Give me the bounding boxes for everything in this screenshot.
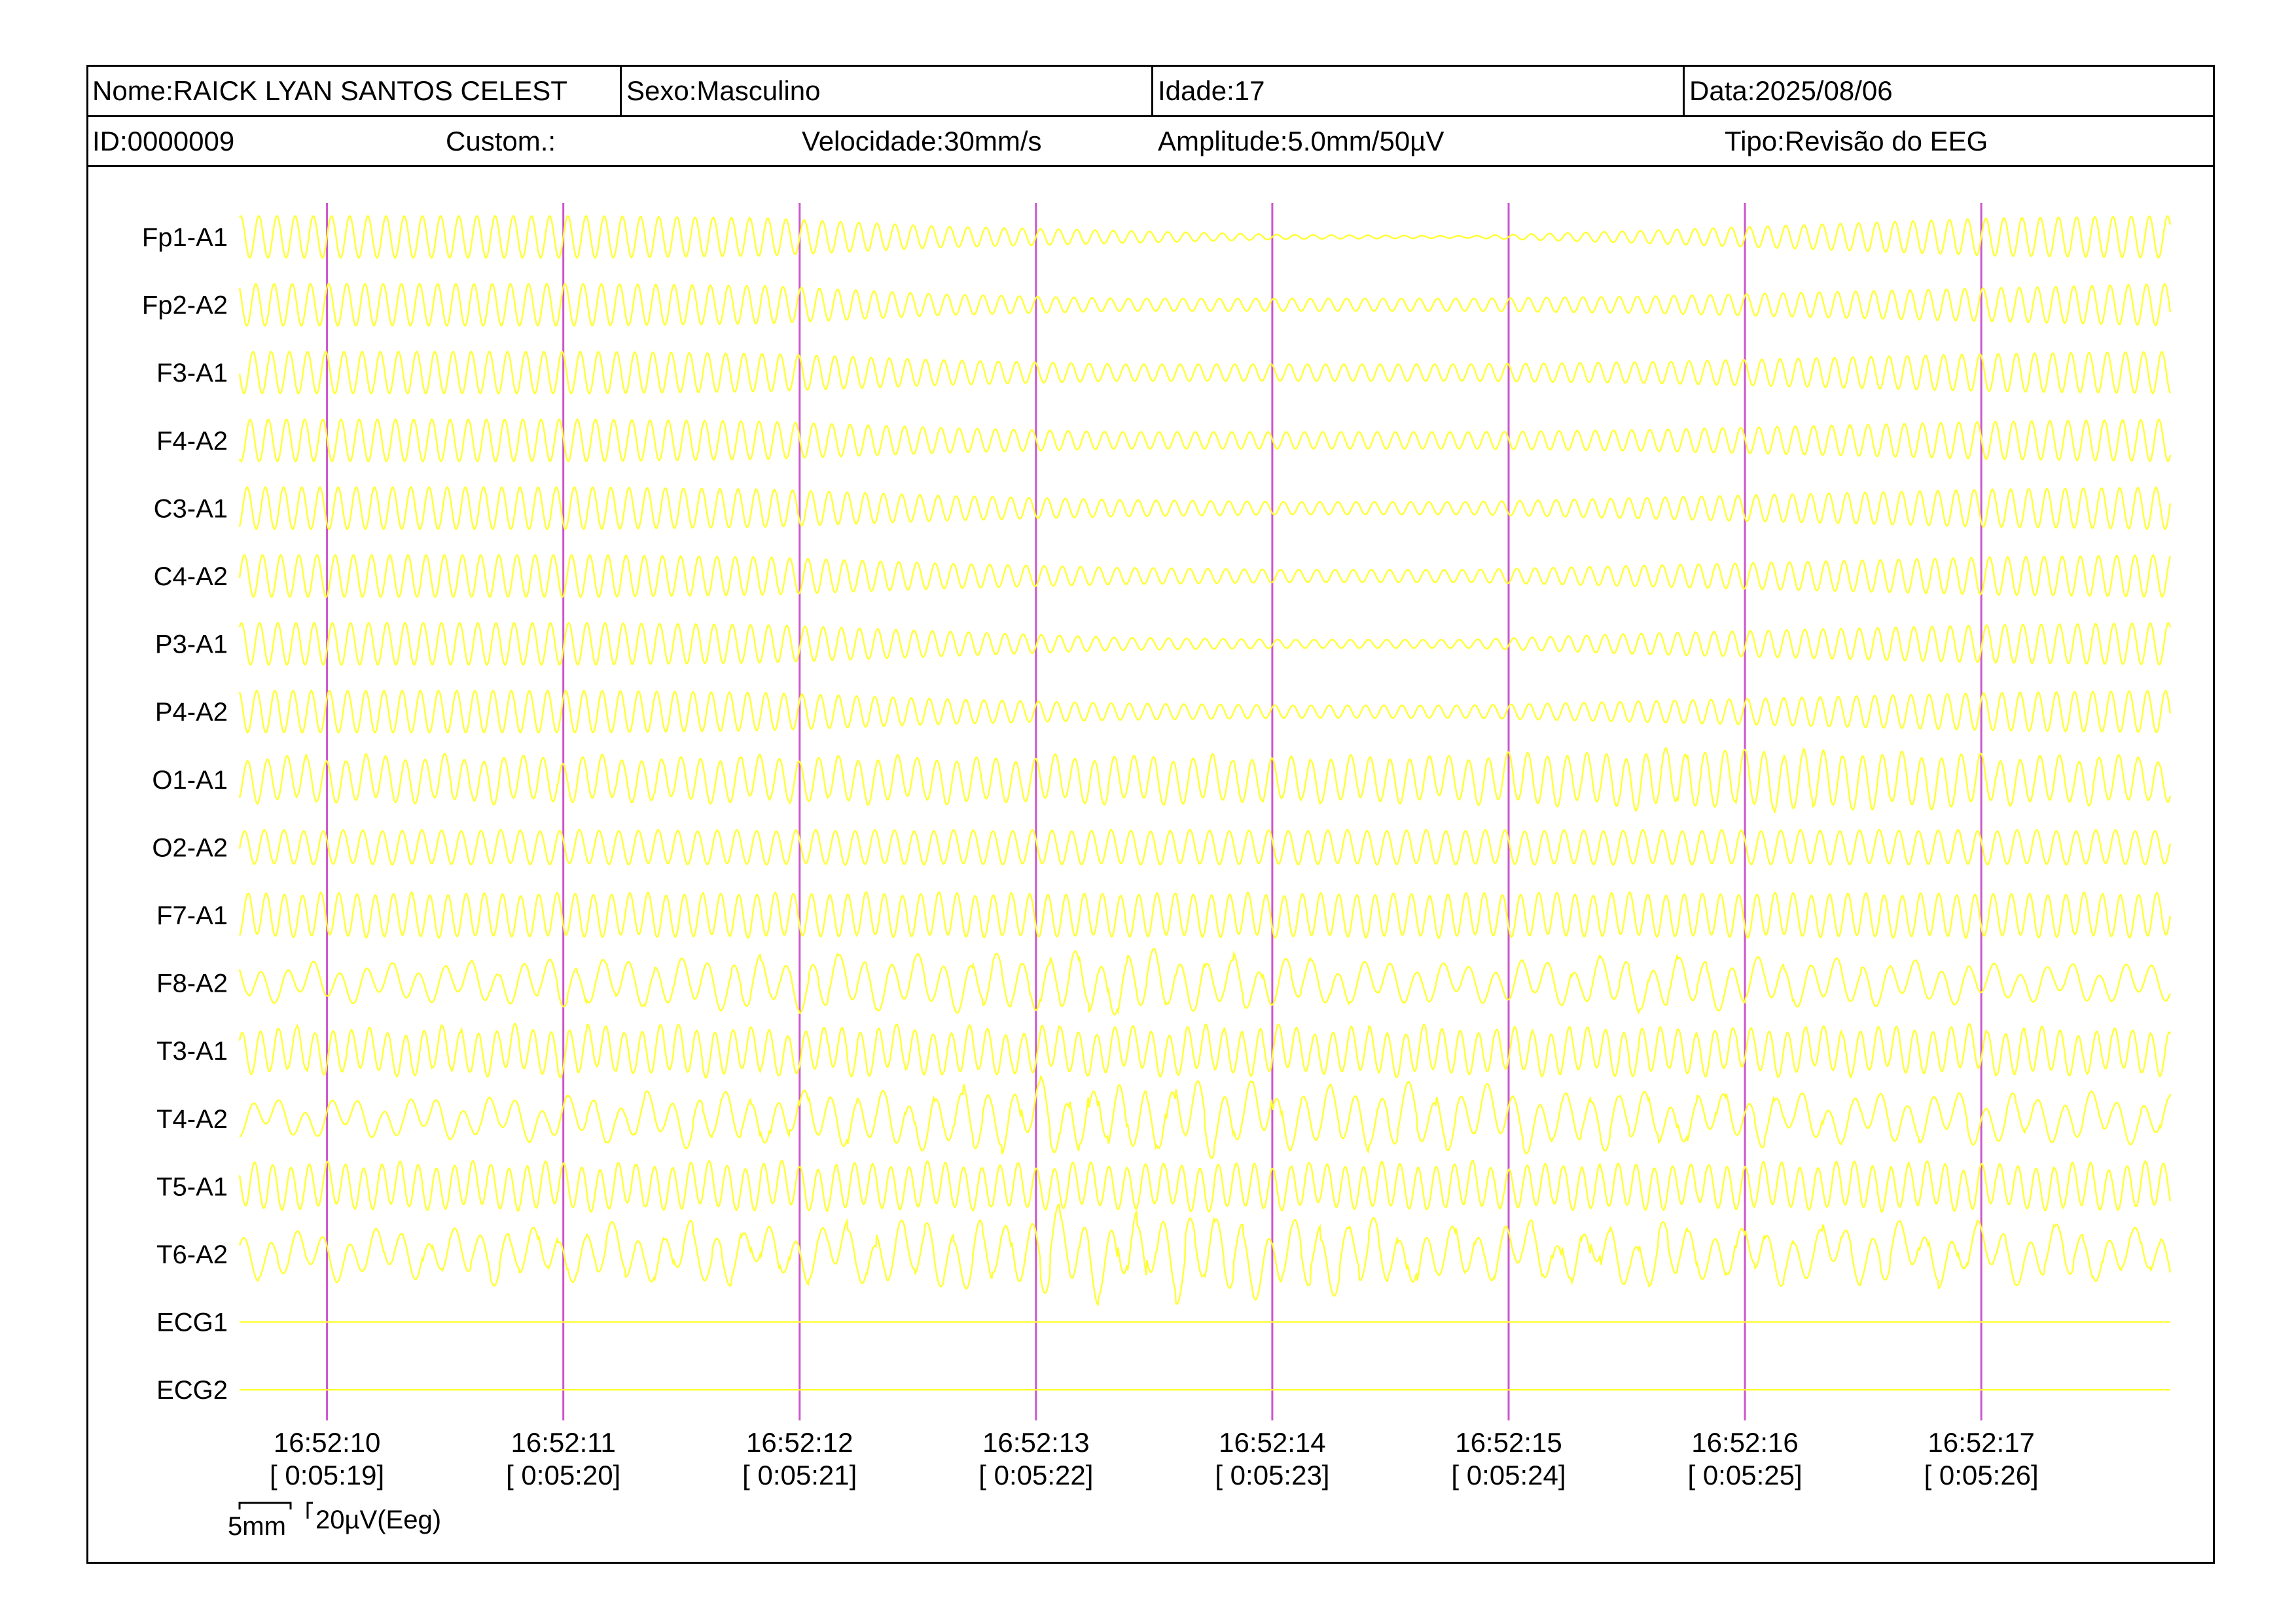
tick-label-elapsed: [ 0:05:26] xyxy=(1924,1460,2039,1490)
tick-label-clock: 16:52:12 xyxy=(746,1427,853,1458)
tick-label-elapsed: [ 0:05:23] xyxy=(1215,1460,1329,1490)
custom-field: Custom.: xyxy=(446,125,556,156)
channel-label: F7-A1 xyxy=(156,901,228,930)
channel-trace xyxy=(238,554,2172,598)
tick-label-clock: 16:52:13 xyxy=(982,1427,1090,1458)
time-tick-labels: 16:52:10[ 0:05:19] 16:52:11[ 0:05:20] 16:5… xyxy=(270,1427,2039,1490)
eeg-report-sheet: Nome:RAICK LYAN SANTOS CELEST Sexo:Mascu… xyxy=(86,65,2215,1564)
channel-label: F4-A2 xyxy=(156,427,228,456)
review-type: Tipo:Revisão do EEG xyxy=(1725,125,1988,156)
channel-trace xyxy=(238,282,2172,327)
patient-sex: Sexo:Masculino xyxy=(626,75,821,106)
channel-label: ECG2 xyxy=(156,1376,228,1405)
channel-label: O2-A2 xyxy=(152,833,228,862)
channel-trace xyxy=(238,747,2172,814)
channel-label: T4-A2 xyxy=(156,1105,228,1134)
channel-label: T6-A2 xyxy=(156,1240,228,1269)
channel-trace xyxy=(238,418,2172,463)
tick-label-clock: 16:52:10 xyxy=(274,1427,381,1458)
channel-trace xyxy=(238,621,2172,666)
channel-label: T3-A1 xyxy=(156,1037,228,1066)
channel-traces xyxy=(238,215,2172,1391)
tick-label-elapsed: [ 0:05:24] xyxy=(1451,1460,1566,1490)
header-row-patient: Nome:RAICK LYAN SANTOS CELEST Sexo:Mascu… xyxy=(88,67,2213,117)
channel-label: P3-A1 xyxy=(155,630,228,659)
channel-label: F8-A2 xyxy=(156,969,228,998)
channel-label: ECG1 xyxy=(156,1308,228,1337)
tick-label-clock: 16:52:15 xyxy=(1455,1427,1562,1458)
channel-labels: Fp1-A1 Fp2-A2 F3-A1 F4-A2 C3-A1 C4-A2 P3-A1 P4-… xyxy=(142,223,228,1405)
channel-label: Fp1-A1 xyxy=(142,223,228,252)
channel-label: P4-A2 xyxy=(155,698,228,727)
tick-label-elapsed: [ 0:05:21] xyxy=(742,1460,857,1490)
tick-label-elapsed: [ 0:05:20] xyxy=(506,1460,620,1490)
tick-label-clock: 16:52:17 xyxy=(1928,1427,2035,1458)
channel-label: F3-A1 xyxy=(156,359,228,388)
channel-label: T5-A1 xyxy=(156,1172,228,1201)
scale-bar: 5mm 20µV(Eeg) xyxy=(228,1502,441,1541)
channel-trace xyxy=(238,948,2172,1016)
tick-label-clock: 16:52:14 xyxy=(1219,1427,1326,1458)
patient-age: Idade:17 xyxy=(1158,75,1265,106)
channel-trace xyxy=(238,1022,2172,1079)
channel-trace xyxy=(238,215,2172,259)
header-divider xyxy=(1151,67,1153,115)
tick-label-clock: 16:52:16 xyxy=(1691,1427,1799,1458)
channel-label: Fp2-A2 xyxy=(142,291,228,320)
paper-speed: Velocidade:30mm/s xyxy=(802,125,1042,156)
channel-trace xyxy=(239,1074,2172,1159)
record-date: Data:2025/08/06 xyxy=(1689,75,1893,106)
tick-label-clock: 16:52:11 xyxy=(511,1427,615,1458)
channel-label: O1-A1 xyxy=(152,766,228,795)
channel-trace xyxy=(238,350,2172,395)
patient-name: Nome:RAICK LYAN SANTOS CELEST xyxy=(92,75,567,106)
header-row-recording: ID:0000009 Custom.: Velocidade:30mm/s Am… xyxy=(88,117,2213,167)
tick-label-elapsed: [ 0:05:22] xyxy=(978,1460,1093,1490)
time-markers xyxy=(326,203,1982,1420)
scale-time-label: 5mm xyxy=(228,1512,286,1541)
tick-label-elapsed: [ 0:05:25] xyxy=(1687,1460,1802,1490)
channel-trace xyxy=(238,486,2172,531)
channel-trace xyxy=(238,689,2172,734)
tick-label-elapsed: [ 0:05:19] xyxy=(270,1460,384,1490)
channel-trace xyxy=(238,891,2172,939)
scale-amplitude-label: 20µV(Eeg) xyxy=(315,1506,441,1534)
channel-trace xyxy=(238,829,2172,866)
amplitude-setting: Amplitude:5.0mm/50µV xyxy=(1158,125,1444,156)
channel-label: C4-A2 xyxy=(154,562,228,591)
channel-label: C3-A1 xyxy=(154,494,228,523)
record-id: ID:0000009 xyxy=(92,125,235,156)
header-divider xyxy=(620,67,622,115)
channel-trace xyxy=(238,1204,2172,1307)
header-divider xyxy=(1683,67,1685,115)
channel-trace xyxy=(238,1159,2172,1213)
